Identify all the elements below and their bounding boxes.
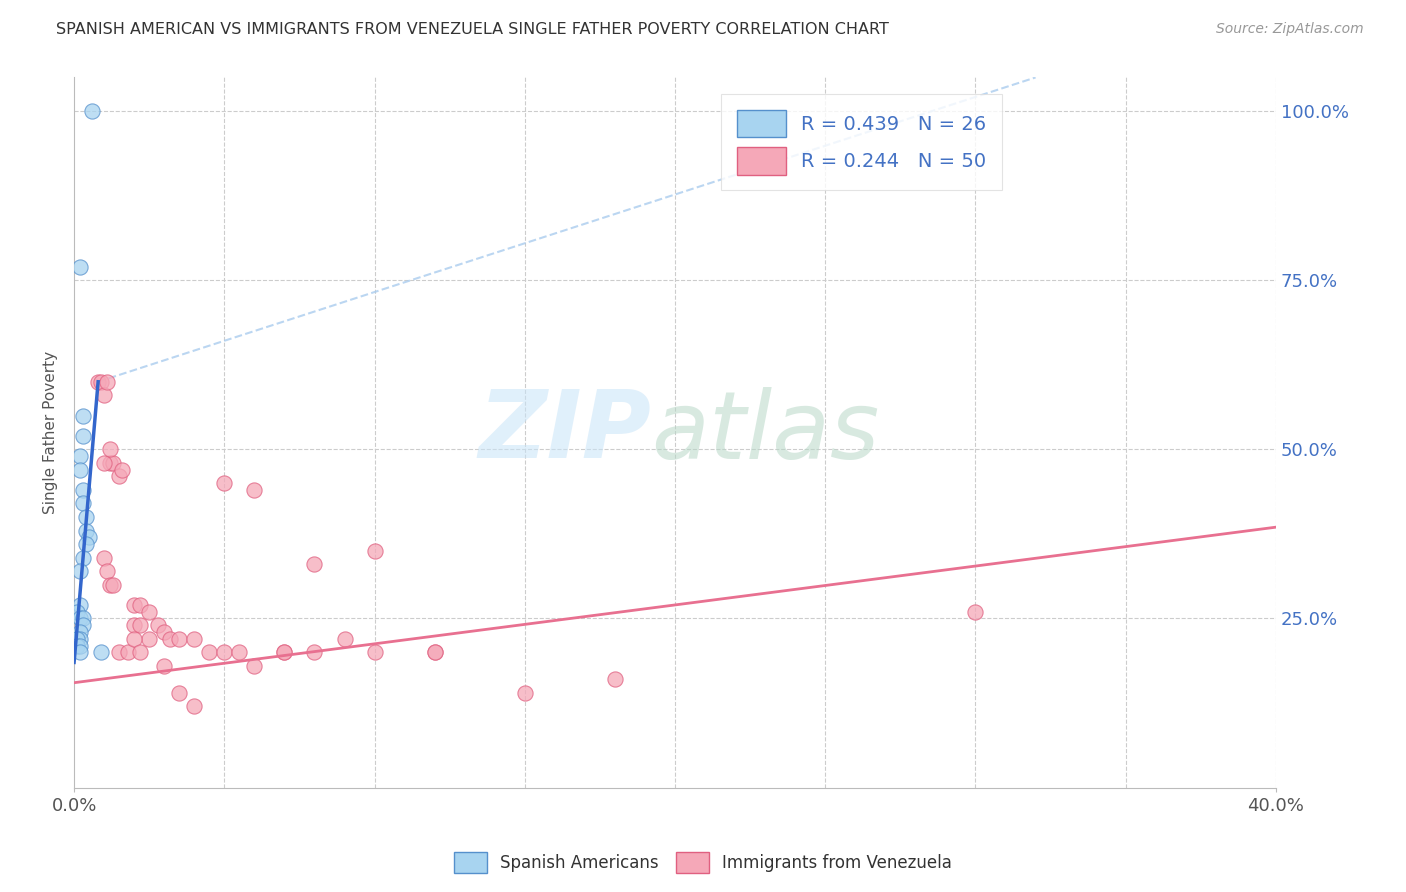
Point xyxy=(69,564,91,578)
Point xyxy=(75,524,97,538)
Point xyxy=(965,605,987,619)
Point xyxy=(66,605,89,619)
Point xyxy=(69,625,91,640)
Point xyxy=(138,632,160,646)
Point xyxy=(129,645,152,659)
Point xyxy=(423,645,446,659)
Point xyxy=(198,645,221,659)
Point xyxy=(122,598,145,612)
Point xyxy=(304,558,326,572)
Text: SPANISH AMERICAN VS IMMIGRANTS FROM VENEZUELA SINGLE FATHER POVERTY CORRELATION : SPANISH AMERICAN VS IMMIGRANTS FROM VENE… xyxy=(56,22,889,37)
Text: Source: ZipAtlas.com: Source: ZipAtlas.com xyxy=(1216,22,1364,37)
Point xyxy=(72,496,94,510)
Point xyxy=(69,611,91,625)
Point xyxy=(82,104,104,119)
Text: ZIP: ZIP xyxy=(478,386,651,478)
Point xyxy=(75,510,97,524)
Point xyxy=(122,632,145,646)
Point xyxy=(93,456,115,470)
Point xyxy=(153,625,176,640)
Point xyxy=(69,463,91,477)
Point xyxy=(98,442,121,457)
Legend: R = 0.439   N = 26, R = 0.244   N = 50: R = 0.439 N = 26, R = 0.244 N = 50 xyxy=(721,95,1002,190)
Point xyxy=(69,639,91,653)
Point xyxy=(108,469,131,483)
Point xyxy=(148,618,170,632)
Point xyxy=(77,530,100,544)
Point xyxy=(138,605,160,619)
Point xyxy=(183,699,205,714)
Point xyxy=(243,658,266,673)
Point xyxy=(273,645,295,659)
Point xyxy=(72,611,94,625)
Point xyxy=(167,632,190,646)
Point xyxy=(69,645,91,659)
Point xyxy=(72,550,94,565)
Point xyxy=(66,632,89,646)
Point xyxy=(228,645,250,659)
Point xyxy=(69,598,91,612)
Point xyxy=(273,645,295,659)
Point xyxy=(72,483,94,497)
Point xyxy=(333,632,356,646)
Point xyxy=(98,577,121,591)
Point xyxy=(98,456,121,470)
Point xyxy=(90,645,112,659)
Point xyxy=(72,429,94,443)
Point xyxy=(129,598,152,612)
Point xyxy=(183,632,205,646)
Point xyxy=(363,544,385,558)
Point xyxy=(93,388,115,402)
Point xyxy=(111,463,134,477)
Point xyxy=(69,260,91,274)
Text: atlas: atlas xyxy=(651,387,879,478)
Point xyxy=(513,686,536,700)
Point xyxy=(159,632,181,646)
Point xyxy=(129,618,152,632)
Point xyxy=(108,645,131,659)
Point xyxy=(66,639,89,653)
Point xyxy=(96,375,118,389)
Point xyxy=(423,645,446,659)
Point xyxy=(167,686,190,700)
Point xyxy=(117,645,139,659)
Point xyxy=(69,632,91,646)
Point xyxy=(93,550,115,565)
Point xyxy=(101,456,124,470)
Point xyxy=(214,476,236,491)
Point xyxy=(75,537,97,551)
Legend: Spanish Americans, Immigrants from Venezuela: Spanish Americans, Immigrants from Venez… xyxy=(447,846,959,880)
Point xyxy=(243,483,266,497)
Point xyxy=(122,618,145,632)
Point xyxy=(90,375,112,389)
Point xyxy=(72,618,94,632)
Point xyxy=(363,645,385,659)
Point xyxy=(87,375,110,389)
Point xyxy=(603,673,626,687)
Point xyxy=(304,645,326,659)
Point xyxy=(69,449,91,463)
Point xyxy=(96,564,118,578)
Point xyxy=(101,577,124,591)
Y-axis label: Single Father Poverty: Single Father Poverty xyxy=(44,351,58,514)
Point xyxy=(153,658,176,673)
Point xyxy=(214,645,236,659)
Point xyxy=(72,409,94,423)
